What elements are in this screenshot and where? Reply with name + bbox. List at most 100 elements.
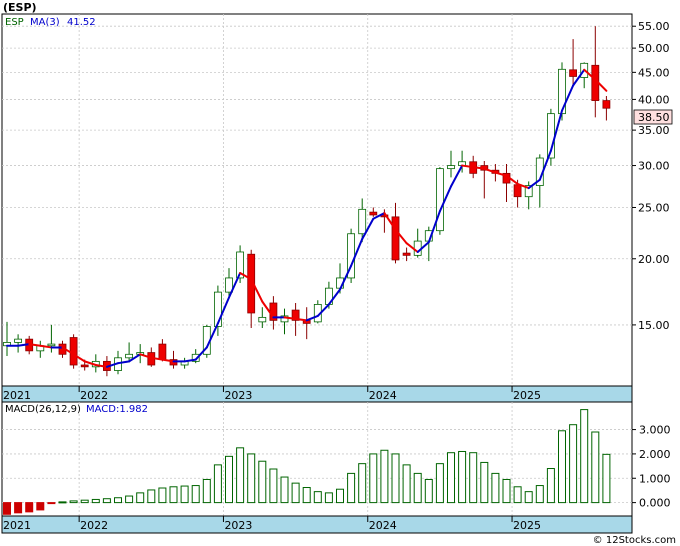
- macd-bar: [558, 430, 566, 504]
- macd-bar: [125, 495, 134, 504]
- macd-bar: [91, 498, 100, 504]
- macd-bar: [380, 449, 389, 504]
- ma-segment: [561, 84, 575, 112]
- macd-year-label: 2021: [3, 519, 31, 532]
- ma-segment: [183, 358, 197, 363]
- macd-bar: [291, 482, 300, 504]
- macd-bar: [191, 485, 200, 504]
- macd-bar: [491, 472, 500, 504]
- price-year-label: 2023: [224, 389, 252, 402]
- price-tick-label: 20.00: [638, 253, 670, 266]
- ma-segment: [94, 363, 108, 368]
- ma-segment: [305, 314, 319, 322]
- macd-tick-label: 0.000: [639, 497, 671, 510]
- ma-segment: [405, 242, 419, 253]
- candle-body: [236, 251, 245, 279]
- last-price-tag: [633, 109, 673, 125]
- ma-segment: [205, 322, 219, 349]
- macd-bar: [524, 491, 533, 504]
- price-year-label: 2021: [3, 389, 31, 402]
- ma-segment: [327, 288, 341, 306]
- macd-bar: [158, 487, 167, 504]
- macd-value: MACD:1.982: [86, 404, 148, 415]
- macd-bar: [602, 453, 611, 504]
- ma-segment: [250, 278, 264, 303]
- ma-segment: [261, 300, 275, 319]
- price-tick-label: 30.00: [638, 160, 670, 173]
- candle-body: [602, 100, 611, 109]
- macd-bar: [14, 502, 23, 514]
- macd-bar: [147, 489, 156, 504]
- candle-body: [391, 216, 400, 261]
- macd-bar: [225, 455, 233, 504]
- macd-bar: [591, 431, 600, 504]
- macd-bar: [302, 487, 311, 504]
- macd-bar: [169, 486, 178, 504]
- price-tick-label: 45.00: [638, 66, 670, 79]
- macd-bar: [69, 500, 78, 504]
- candle-body: [291, 309, 300, 321]
- macd-year-label: 2024: [369, 519, 397, 532]
- macd-panel: [1, 401, 633, 534]
- candle-body: [369, 211, 378, 216]
- ma-segment: [216, 296, 230, 325]
- macd-y-axis: 0.000 1.000 2.000 3.000: [632, 424, 671, 510]
- price-tick-label: 50.00: [638, 42, 670, 55]
- candle-body: [513, 184, 522, 198]
- price-y-axis: 15.00 20.00 25.00 30.00 35.00 40.00 45.00 50.00…: [632, 20, 670, 332]
- ma-segment: [61, 346, 75, 356]
- price-tick-label: 35.00: [638, 124, 670, 137]
- macd-bar: [447, 452, 455, 504]
- price-grid: [2, 25, 632, 326]
- macd-year-label: 2025: [513, 519, 541, 532]
- macd-bar: [136, 492, 145, 504]
- price-tick-label: 15.00: [638, 319, 670, 332]
- ma-segment: [505, 174, 519, 185]
- ma-segment: [361, 217, 375, 240]
- candle-body: [125, 353, 133, 359]
- candle-body: [258, 316, 267, 323]
- macd-bar: [480, 461, 489, 504]
- macd-bar: [458, 450, 467, 504]
- macd-bar: [413, 472, 422, 504]
- price-x-axis: 2021 2022 2023 2024 2025: [1, 386, 541, 402]
- macd-bar: [369, 453, 378, 504]
- macd-bar: [102, 498, 111, 504]
- ma-segment: [472, 166, 486, 170]
- macd-bar: [36, 502, 45, 511]
- ma-label: MA(3): [30, 17, 60, 28]
- macd-bar: [580, 409, 589, 504]
- macd-bar: [202, 478, 211, 504]
- macd-bar: [114, 497, 122, 504]
- macd-bar: [47, 502, 56, 505]
- ma-segment: [339, 264, 353, 291]
- price-tick-label: 25.00: [638, 201, 670, 214]
- chart-title: (ESP): [3, 1, 37, 14]
- ma-segment: [283, 316, 297, 320]
- macd-year-label: 2023: [224, 519, 252, 532]
- candle-body: [447, 165, 455, 170]
- price-year-label: 2024: [369, 389, 397, 402]
- ma-segment: [494, 171, 508, 177]
- ma-segment: [105, 362, 119, 368]
- moving-average-line: [6, 68, 608, 368]
- ma-segment: [150, 356, 164, 361]
- ma-segment: [483, 167, 497, 174]
- macd-bar: [324, 492, 333, 504]
- ma-segment: [239, 272, 253, 281]
- ma-segment: [294, 317, 308, 322]
- ma-segment: [438, 185, 452, 213]
- ma-segment: [549, 109, 563, 152]
- macd-bar: [236, 447, 245, 504]
- macd-bar: [180, 485, 189, 504]
- ma-segment: [527, 178, 541, 190]
- ma-segment: [17, 343, 31, 347]
- candle-body: [524, 185, 533, 198]
- ma-segment: [316, 303, 330, 317]
- last-price-label: 38.50: [638, 111, 670, 124]
- price-year-label: 2025: [513, 389, 541, 402]
- ma-segment: [39, 344, 53, 349]
- macd-bar: [80, 499, 89, 504]
- candle-body: [80, 364, 89, 368]
